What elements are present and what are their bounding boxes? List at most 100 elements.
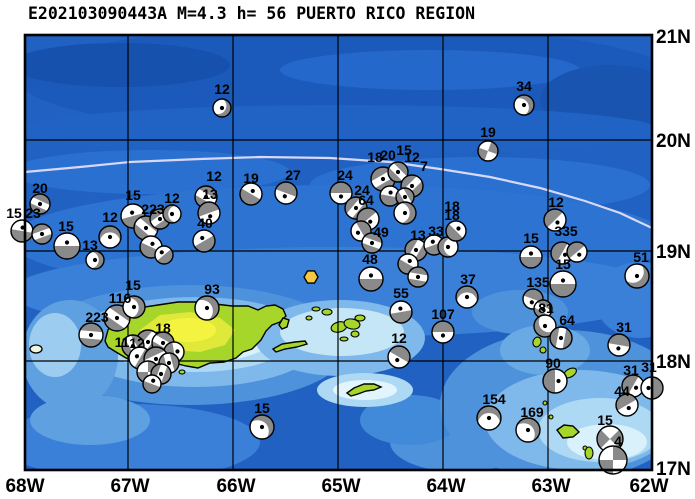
depth-label: 4	[614, 433, 622, 449]
beachball-outline	[598, 445, 628, 475]
focal-mechanism	[533, 299, 553, 319]
depth-label: 90	[545, 355, 561, 371]
beachball-outline	[194, 295, 220, 321]
depth-label: 15	[58, 218, 74, 234]
focal-mechanism	[142, 374, 162, 394]
beachball-body	[477, 406, 501, 430]
depth-label: 15	[396, 142, 412, 158]
beachball-body	[520, 246, 542, 268]
beachball-body	[388, 162, 408, 182]
focal-mechanism	[361, 232, 383, 254]
bathymetry-patch	[280, 50, 580, 90]
beachball-outline	[358, 266, 384, 292]
beachball-outline	[542, 368, 568, 394]
focal-mechanism	[566, 241, 588, 263]
beachball-outline	[519, 245, 543, 269]
beachball-body	[622, 375, 644, 397]
depth-label: 15	[125, 187, 141, 203]
beachball-outline	[549, 270, 577, 298]
focal-mechanism	[53, 232, 81, 260]
beachball-body	[275, 182, 297, 204]
beachball-outline	[389, 300, 413, 324]
beachball-body	[193, 230, 215, 252]
lon-label: 64W	[426, 476, 465, 497]
focal-mechanism	[192, 229, 216, 253]
islet	[354, 314, 366, 322]
focal-mechanism	[395, 187, 415, 207]
focal-mechanism	[437, 236, 459, 258]
beachball-outline	[85, 250, 105, 270]
lon-label: 66W	[216, 476, 255, 497]
focal-mechanism	[85, 250, 105, 270]
island-antigua	[556, 424, 581, 439]
island-st-croix	[345, 383, 383, 397]
depth-label: 15	[6, 205, 22, 221]
beachball-outline	[103, 304, 131, 332]
depth-label: 55	[393, 285, 409, 301]
depth-label: 44	[614, 383, 630, 399]
focal-mechanism	[387, 161, 409, 183]
islet	[339, 336, 349, 342]
beachball-outline	[513, 94, 535, 116]
bathymetry-patch	[25, 105, 652, 155]
depth-label: 19	[243, 170, 259, 186]
depth-label: 81	[538, 300, 554, 316]
focal-mechanism	[549, 270, 577, 298]
islet	[321, 308, 333, 316]
depth-label: 31	[641, 359, 657, 375]
islet	[343, 318, 361, 330]
focal-mechanism	[31, 223, 53, 245]
island-mona	[29, 344, 43, 354]
depth-label: 12	[206, 168, 222, 184]
depth-label: 135	[526, 274, 550, 290]
beachball-body	[30, 194, 50, 214]
beachball-body	[79, 323, 103, 347]
focal-mechanism	[389, 300, 413, 324]
depth-label: 15	[597, 412, 613, 428]
beachball-body	[198, 202, 220, 224]
beachball-outline	[393, 201, 417, 225]
lat-label: 20N	[656, 131, 691, 152]
bathymetry-patch	[360, 395, 460, 445]
depth-label: 18	[155, 320, 171, 336]
depth-label: 13	[202, 186, 218, 202]
puerto-rico-peak	[160, 318, 216, 342]
depth-label: 12	[548, 194, 564, 210]
depth-label: 18	[367, 149, 383, 165]
focal-mechanism	[407, 266, 429, 288]
focal-mechanisms-layer	[10, 94, 664, 475]
beachball-outline	[98, 225, 122, 249]
focal-mechanism	[607, 333, 631, 357]
beachball-body	[359, 267, 383, 291]
beachball-outline	[361, 232, 383, 254]
beachball-body	[396, 188, 414, 206]
lon-label: 63W	[531, 476, 570, 497]
focal-mechanism	[274, 181, 298, 205]
beachball-body	[446, 221, 466, 241]
beachball-body	[54, 233, 80, 259]
beachball-outline	[533, 314, 557, 338]
depth-label: 18	[444, 207, 460, 223]
focal-mechanism	[29, 193, 51, 215]
islet	[311, 306, 321, 312]
beachball-outline	[615, 393, 639, 417]
beachball-body	[641, 377, 663, 399]
depth-label: 15	[125, 277, 141, 293]
depth-label: 34	[516, 78, 532, 94]
beachball-body	[544, 209, 566, 231]
beachball-outline	[445, 220, 467, 242]
beachball-body	[616, 394, 638, 416]
focal-mechanism	[329, 181, 353, 205]
epicenter-marker	[303, 270, 319, 284]
map-border	[23, 33, 654, 472]
beachball-body	[155, 246, 173, 264]
focal-mechanism	[387, 345, 411, 369]
beachball-body	[330, 182, 352, 204]
beachball-body	[240, 183, 262, 205]
beachball-outline	[162, 204, 182, 224]
depth-label: 18	[444, 198, 460, 214]
focal-mechanism	[154, 245, 174, 265]
